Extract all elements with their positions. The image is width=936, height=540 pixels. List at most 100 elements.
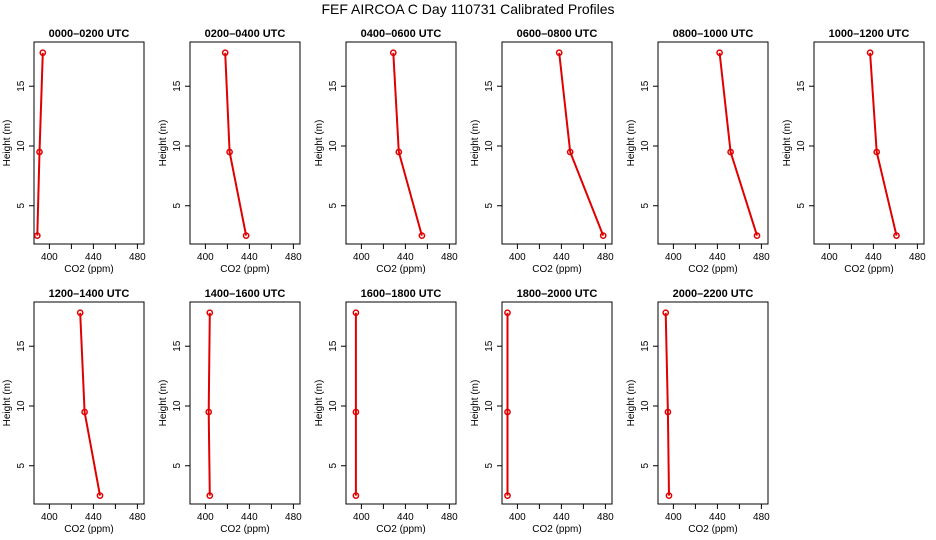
panel-title: 2000–2200 UTC — [673, 288, 754, 300]
profile-data-point — [504, 492, 511, 499]
x-tick-label: 440 — [553, 252, 570, 263]
profile-series-line — [224, 52, 248, 236]
profile-data-point — [221, 49, 229, 57]
x-tick-label: 400 — [821, 252, 838, 263]
profile-panel: 1200–1400 UTC 400 440 480 5 10 15 CO2 (ppm) Heig… — [2, 288, 146, 535]
profile-data-point — [727, 148, 734, 156]
y-tick-label: 10 — [172, 140, 183, 152]
profile-data-point — [504, 408, 511, 416]
x-tick-label: 480 — [285, 252, 302, 263]
x-axis-label: CO2 (ppm) — [64, 264, 113, 275]
x-axis-label: CO2 (ppm) — [376, 524, 425, 535]
plot-frame — [345, 301, 457, 505]
profile-data-point — [504, 309, 511, 317]
profile-data-point — [39, 49, 47, 57]
y-tick-label: 5 — [484, 203, 495, 209]
y-tick-label: 15 — [328, 80, 339, 92]
profile-data-point — [753, 232, 761, 239]
profile-data-point — [662, 309, 670, 317]
panel-title: 1400–1600 UTC — [205, 288, 286, 300]
panel-title: 1200–1400 UTC — [49, 288, 130, 300]
y-tick-label: 15 — [484, 340, 495, 352]
x-tick-label: 440 — [85, 512, 102, 523]
profile-data-point — [205, 408, 213, 416]
profile-data-point — [76, 309, 84, 317]
panel-title: 0600–0800 UTC — [517, 28, 598, 40]
profile-panel: 0600–0800 UTC 400 440 480 5 10 15 CO2 (ppm) Heig… — [470, 28, 614, 275]
x-tick-label: 400 — [197, 512, 214, 523]
x-axis-label: CO2 (ppm) — [844, 264, 893, 275]
profile-data-point — [352, 309, 360, 317]
x-tick-label: 440 — [241, 252, 258, 263]
profile-panel: 1800–2000 UTC 400 440 480 5 10 15 CO2 (ppm) Heig… — [470, 288, 614, 535]
y-tick-label: 5 — [328, 203, 339, 209]
y-tick-label: 15 — [328, 340, 339, 352]
plot-frame — [501, 301, 613, 505]
y-tick-label: 10 — [328, 140, 339, 152]
profile-data-point — [36, 148, 43, 156]
y-tick-label: 15 — [640, 80, 651, 92]
profile-panel: 1000–1200 UTC 400 440 480 5 10 15 CO2 (ppm) Heig… — [782, 28, 926, 275]
x-axis-label: CO2 (ppm) — [688, 264, 737, 275]
y-axis-label: Height (m) — [158, 380, 169, 427]
x-tick-label: 400 — [41, 252, 58, 263]
plot-frame — [657, 301, 769, 505]
profile-data-point — [395, 148, 403, 156]
x-tick-label: 400 — [509, 512, 526, 523]
profile-series-line — [869, 52, 898, 236]
profile-panel: 2000–2200 UTC 400 440 480 5 10 15 CO2 (ppm) Heig… — [626, 288, 770, 535]
profile-data-point — [33, 232, 41, 239]
profile-data-point — [893, 232, 900, 239]
x-tick-label: 440 — [397, 512, 414, 523]
x-tick-label: 480 — [441, 252, 458, 263]
profile-data-point — [418, 232, 426, 239]
y-tick-label: 5 — [640, 203, 651, 209]
x-tick-label: 480 — [285, 512, 302, 523]
profile-data-point — [599, 232, 607, 239]
y-axis-label: Height (m) — [470, 380, 481, 427]
profile-data-point — [389, 49, 397, 57]
x-axis-label: CO2 (ppm) — [376, 264, 425, 275]
x-tick-label: 480 — [129, 252, 146, 263]
plot-frame — [189, 301, 301, 505]
y-tick-label: 10 — [484, 400, 495, 412]
profile-panel: 0000–0200 UTC 400 440 480 5 10 15 CO2 (ppm) Heig… — [2, 28, 146, 275]
y-tick-label: 15 — [16, 80, 27, 92]
y-tick-label: 15 — [172, 340, 183, 352]
y-tick-label: 10 — [484, 140, 495, 152]
y-axis-label: Height (m) — [2, 380, 13, 427]
y-tick-label: 10 — [172, 400, 183, 412]
plot-frame — [189, 41, 301, 245]
panel-title: 1800–2000 UTC — [517, 288, 598, 300]
profile-data-point — [866, 49, 874, 57]
x-tick-label: 400 — [665, 512, 682, 523]
profile-series-line — [718, 52, 758, 236]
panel-title: 1000–1200 UTC — [829, 28, 910, 40]
x-tick-label: 400 — [665, 252, 682, 263]
y-tick-label: 5 — [640, 463, 651, 469]
x-tick-label: 480 — [597, 252, 614, 263]
y-axis-label: Height (m) — [2, 120, 13, 167]
profile-data-point — [664, 408, 672, 416]
profile-data-point — [566, 148, 574, 156]
y-tick-label: 10 — [328, 400, 339, 412]
y-tick-label: 15 — [796, 80, 807, 92]
profile-panel: 0200–0400 UTC 400 440 480 5 10 15 CO2 (ppm) Heig… — [158, 28, 302, 275]
profile-series-line — [558, 52, 605, 236]
profile-data-point — [716, 49, 723, 57]
profile-data-point — [81, 408, 88, 416]
x-tick-label: 440 — [241, 512, 258, 523]
x-tick-label: 480 — [909, 252, 926, 263]
figure-title: FEF AIRCOA C Day 110731 Calibrated Profi… — [321, 1, 614, 17]
panel-title: 0200–0400 UTC — [205, 28, 286, 40]
x-axis-label: CO2 (ppm) — [64, 524, 113, 535]
x-tick-label: 400 — [353, 252, 370, 263]
y-tick-label: 10 — [16, 140, 27, 152]
x-tick-label: 440 — [397, 252, 414, 263]
x-tick-label: 480 — [753, 512, 770, 523]
y-tick-label: 5 — [484, 463, 495, 469]
x-axis-label: CO2 (ppm) — [220, 524, 269, 535]
profile-data-point — [873, 148, 881, 156]
profile-panel: 1400–1600 UTC 400 440 480 5 10 15 CO2 (ppm) Heig… — [158, 288, 302, 535]
